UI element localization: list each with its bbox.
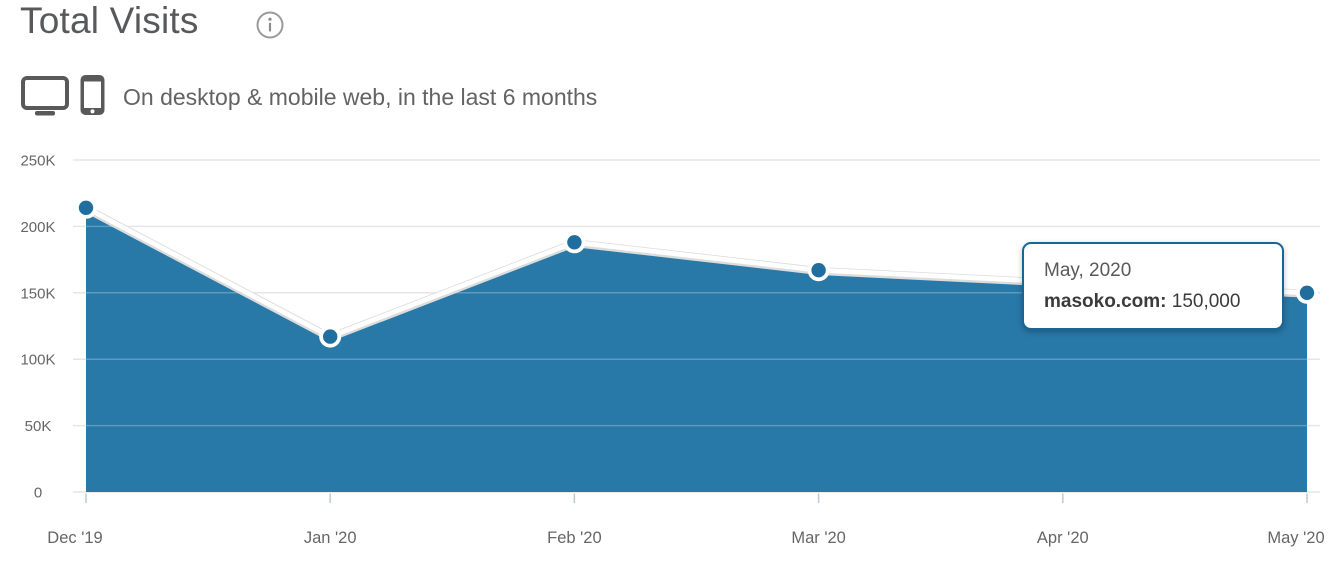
x-axis-label: Feb '20 <box>547 529 602 547</box>
chart-tooltip: May, 2020 masoko.com: 150,000 <box>1022 242 1284 330</box>
y-axis-label: 150K <box>20 285 55 302</box>
mobile-icon <box>79 74 106 121</box>
data-point-marker[interactable] <box>563 231 586 254</box>
info-circle-glyph <box>256 11 284 39</box>
tooltip-value: 150,000 <box>1171 291 1241 312</box>
data-point-marker[interactable] <box>75 196 97 219</box>
x-axis-label: May '20 <box>1267 529 1324 547</box>
y-axis-label: 250K <box>20 153 55 170</box>
data-point-marker[interactable] <box>807 259 830 282</box>
x-axis-label: Mar '20 <box>791 529 846 547</box>
y-axis-label: 50K <box>25 418 52 435</box>
area-fill <box>86 207 1307 493</box>
page-title: Total Visits <box>20 0 199 41</box>
x-axis-label: Dec '19 <box>47 529 102 547</box>
tooltip-site: masoko.com: <box>1044 291 1167 312</box>
chart-subtitle-row: On desktop & mobile web, in the last 6 m… <box>20 74 597 121</box>
desktop-icon <box>20 74 70 121</box>
y-axis-label: 0 <box>34 485 42 502</box>
x-axis-label: Jan '20 <box>304 529 357 547</box>
chart-subtitle: On desktop & mobile web, in the last 6 m… <box>123 84 598 110</box>
x-axis-label: Apr '20 <box>1037 529 1089 547</box>
tooltip-date: May, 2020 <box>1044 260 1132 281</box>
y-axis-label: 100K <box>20 352 55 369</box>
data-point-marker[interactable] <box>319 325 342 348</box>
info-icon[interactable] <box>254 9 286 41</box>
tooltip-row: masoko.com: 150,000 <box>1044 286 1282 317</box>
y-axis-label: 200K <box>20 219 55 236</box>
data-point-marker[interactable] <box>1296 281 1318 304</box>
